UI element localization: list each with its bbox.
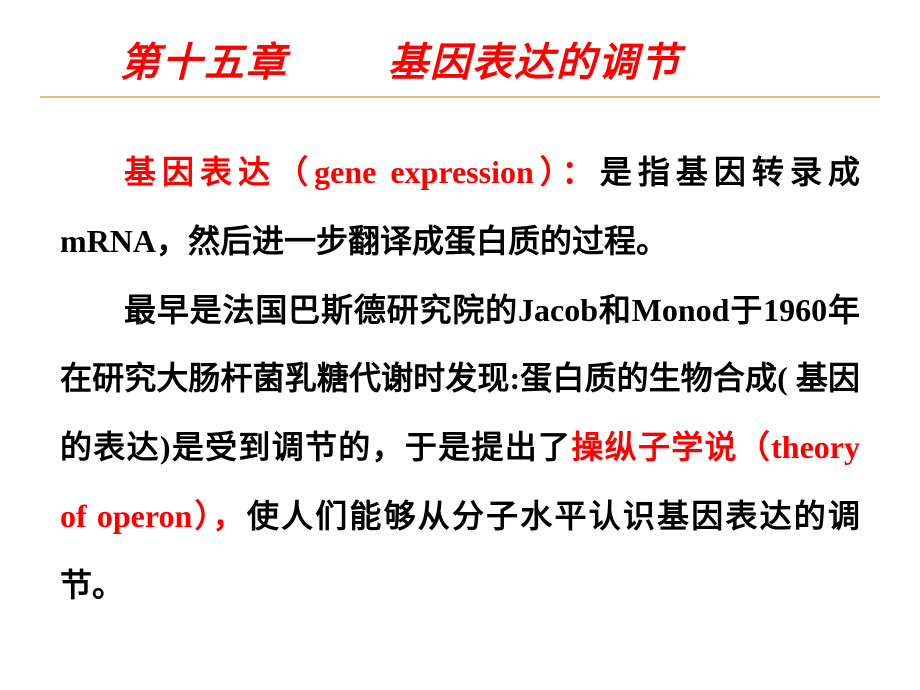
body-content: 基因表达（gene expression）：是指基因转录成mRNA，然后进一步翻…	[60, 138, 860, 620]
slide-container: 第十五章 基因表达的调节 基因表达（gene expression）：是指基因转…	[0, 0, 920, 690]
title-underline	[40, 96, 880, 98]
title-row: 第十五章 基因表达的调节	[60, 30, 860, 88]
chapter-title: 基因表达的调节	[388, 30, 682, 88]
paragraph-2: 最早是法国巴斯德研究院的Jacob和Monod于1960年在研究大肠杆菌乳糖代谢…	[60, 276, 860, 620]
paragraph-1: 基因表达（gene expression）：是指基因转录成mRNA，然后进一步翻…	[60, 138, 860, 276]
term-gene-expression: 基因表达（gene expression）：	[124, 154, 600, 190]
chapter-number: 第十五章	[120, 30, 288, 88]
